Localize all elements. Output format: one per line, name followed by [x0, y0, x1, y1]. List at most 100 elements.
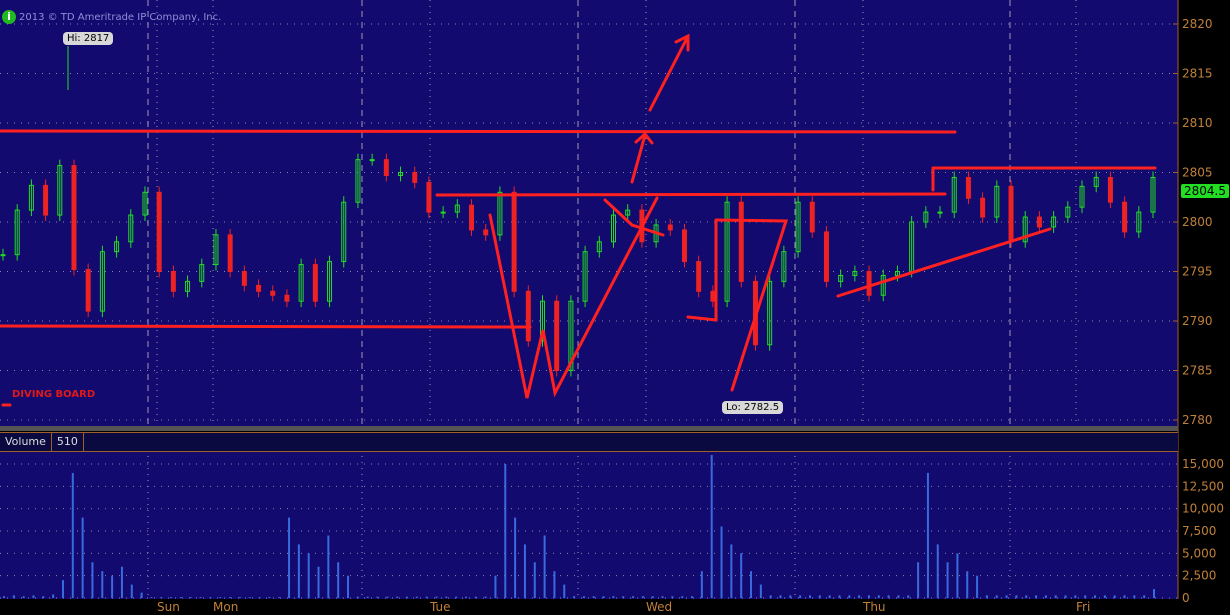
candle — [667, 219, 673, 236]
volume-bar — [22, 596, 25, 598]
info-icon[interactable]: i — [2, 10, 16, 24]
volume-bar — [101, 571, 104, 598]
candle — [994, 180, 1000, 223]
day-tick-label: Mon — [213, 600, 238, 614]
volume-bar — [248, 597, 251, 598]
volume-bar — [818, 595, 821, 598]
volume-bar — [1044, 595, 1047, 598]
volume-bar — [769, 595, 772, 598]
volume-bar — [1064, 595, 1067, 598]
volume-bar — [484, 596, 487, 598]
trend-drawings — [0, 33, 1157, 407]
volume-bar — [1054, 595, 1057, 598]
candle — [454, 199, 460, 219]
volume-bar — [356, 596, 359, 598]
volume-bar — [926, 472, 929, 598]
candle — [1022, 211, 1028, 248]
volume-bar — [366, 596, 369, 598]
volume-bar — [435, 596, 438, 598]
volume-bar — [622, 596, 625, 598]
candle — [270, 285, 276, 302]
volume-bar — [592, 596, 595, 598]
candle — [1079, 180, 1085, 214]
last-price-badge: 2804.5 — [1181, 184, 1229, 198]
candle — [199, 258, 205, 288]
volume-bar — [573, 596, 576, 598]
volume-bar — [464, 596, 467, 598]
volume-bar — [976, 575, 979, 598]
volume-panel-background — [0, 450, 1178, 599]
rising-trendline — [836, 227, 1052, 298]
candle — [625, 204, 631, 222]
candle — [923, 206, 929, 228]
price-axis: 2820 2815 2810 2805 2800 2795 2790 2785 2780 — [1173, 17, 1213, 427]
volume-bar — [995, 595, 998, 598]
volume-bar — [553, 571, 556, 598]
volume-bar — [347, 575, 350, 598]
volume-bar — [219, 597, 222, 598]
candle — [426, 176, 432, 219]
candle — [227, 228, 233, 278]
volume-bar — [317, 566, 320, 598]
candle — [398, 166, 404, 182]
high-callout: Hi: 2817 — [63, 32, 114, 45]
price-tick-label: 2780 — [1182, 413, 1213, 427]
volume-bar — [327, 535, 330, 598]
candle — [469, 199, 475, 236]
volume-bar — [867, 595, 870, 598]
volume-bar — [612, 596, 615, 598]
volume-bar — [268, 597, 271, 598]
price-tick-label: 2795 — [1182, 265, 1213, 279]
volume-bar — [966, 571, 969, 598]
copyright-bar: i 2013 © TD Ameritrade IP Company, Inc. — [2, 10, 221, 24]
candle — [1107, 171, 1113, 209]
volume-bar — [543, 535, 546, 598]
volume-tick-label: 0 — [1182, 591, 1190, 605]
volume-bar — [494, 575, 497, 598]
volume-bar — [297, 544, 300, 598]
candle — [0, 248, 6, 261]
volume-bar — [1094, 595, 1097, 598]
candle — [980, 192, 986, 223]
volume-bar — [3, 596, 5, 598]
candle — [483, 223, 489, 241]
volume-tick-label: 15,000 — [1182, 457, 1224, 471]
candle — [156, 186, 162, 278]
volume-value: 510 — [52, 433, 84, 451]
candle — [582, 245, 588, 308]
volume-bar — [179, 597, 182, 598]
day-tick-label: Wed — [646, 600, 672, 614]
candle — [284, 289, 290, 308]
volume-bar — [199, 597, 202, 598]
box-left — [686, 220, 718, 322]
candle — [951, 171, 957, 219]
volume-tick-label: 12,500 — [1182, 479, 1224, 493]
volume-bar — [641, 596, 644, 598]
arrow-up-1 — [630, 133, 647, 184]
candle — [696, 255, 702, 298]
volume-bar — [877, 595, 880, 598]
day-tick-label: Sun — [157, 600, 180, 614]
volume-tick-label: 5,000 — [1182, 546, 1216, 560]
price-tick-label: 2820 — [1182, 17, 1213, 31]
candle — [767, 275, 773, 351]
volume-bar — [917, 562, 920, 598]
candle — [738, 196, 744, 288]
price-tick-label: 2810 — [1182, 116, 1213, 130]
neckline — [435, 192, 947, 197]
candle — [1136, 206, 1142, 238]
volume-bar — [936, 544, 939, 598]
panel-splitter[interactable] — [0, 426, 1178, 431]
volume-bar — [42, 596, 45, 598]
volume-bar — [337, 562, 340, 598]
volume-bar — [661, 596, 664, 598]
candle — [681, 223, 687, 268]
candle — [185, 275, 191, 298]
candle — [14, 204, 20, 261]
volume-bar — [386, 596, 389, 598]
candle — [724, 196, 730, 308]
volume-bar — [1025, 595, 1028, 598]
candle — [213, 228, 219, 271]
volume-tick-label: 10,000 — [1182, 502, 1224, 516]
